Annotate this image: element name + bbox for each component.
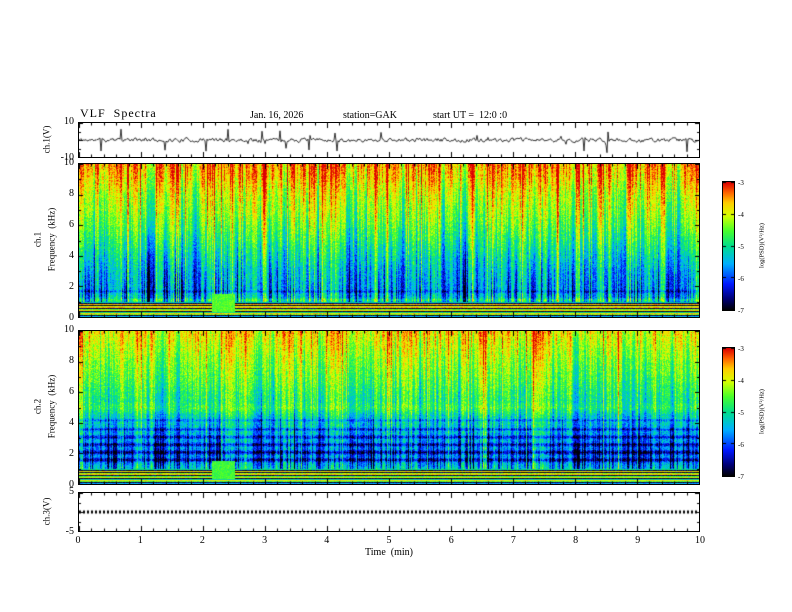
x-tick-label: 5 — [386, 535, 392, 546]
figure-start-ut: start UT = 12:0 :0 — [433, 110, 508, 121]
y-tick-label: 4 — [69, 250, 74, 261]
ch2-spectrogram-panel — [78, 330, 700, 485]
ch2-spectrogram-ylabel: Frequency (kHz) — [46, 374, 57, 439]
y-tick-label: 10 — [64, 116, 74, 127]
y-tick-label: 6 — [69, 219, 74, 230]
y-tick-label: 6 — [69, 386, 74, 397]
y-tick-label: 0 — [69, 312, 74, 323]
y-tick-label: 10 — [64, 324, 74, 335]
x-tick-label: 6 — [448, 535, 454, 546]
ch3-waveform-canvas — [79, 493, 699, 531]
ch2-colorbar-canvas — [723, 348, 734, 476]
colorbar-tick-label: -7 — [738, 307, 744, 315]
x-axis-label: Time (min) — [365, 547, 413, 558]
x-tick-label: 4 — [324, 535, 330, 546]
ch1-spectrogram-canvas — [79, 164, 699, 317]
y-tick-label: 0 — [69, 479, 74, 490]
y-tick-label: 5 — [69, 486, 74, 497]
ch1-spectrogram-ylabel: Frequency (kHz) — [46, 207, 57, 272]
y-tick-label: 2 — [69, 281, 74, 292]
ch2-colorbar-label: log(PSD)(V²/Hz) — [758, 389, 766, 434]
ch1-waveform-canvas — [79, 123, 699, 157]
ch1-spectrogram-channel-label: ch.1 — [32, 231, 43, 248]
x-tick-label: 3 — [262, 535, 268, 546]
y-tick-label: 2 — [69, 448, 74, 459]
colorbar-tick-label: -3 — [738, 179, 744, 187]
colorbar-tick-label: -3 — [738, 345, 744, 353]
ch1-colorbar-label: log(PSD)(V²/Hz) — [758, 223, 766, 268]
x-tick-label: 8 — [573, 535, 579, 546]
x-tick-label: 9 — [635, 535, 641, 546]
figure-station: station=GAK — [343, 110, 397, 121]
figure-title: VLF Spectra — [80, 106, 157, 120]
y-tick-label: -10 — [60, 152, 74, 163]
x-tick-label: 7 — [510, 535, 516, 546]
colorbar-tick-label: -6 — [738, 441, 744, 449]
x-tick-label: 0 — [75, 535, 81, 546]
colorbar-tick-label: -6 — [738, 275, 744, 283]
figure-date: Jan. 16, 2026 — [250, 110, 304, 121]
y-tick-label: 8 — [69, 355, 74, 366]
colorbar-tick-label: -4 — [738, 211, 744, 219]
colorbar-tick-label: -5 — [738, 243, 744, 251]
ch1-spectrogram-panel — [78, 163, 700, 318]
y-tick-label: 8 — [69, 188, 74, 199]
ch2-spectrogram-channel-label: ch.2 — [32, 398, 43, 415]
ch2-spectrogram-canvas — [79, 331, 699, 484]
x-tick-label: 2 — [199, 535, 205, 546]
colorbar-tick-label: -5 — [738, 409, 744, 417]
ch1-waveform-panel — [78, 122, 700, 158]
ch1-colorbar — [722, 181, 735, 311]
y-tick-label: -5 — [65, 526, 74, 537]
y-tick-label: 4 — [69, 417, 74, 428]
ch2-colorbar — [722, 347, 735, 477]
ch3-waveform-panel — [78, 492, 700, 532]
x-tick-label: 10 — [695, 535, 705, 546]
ch1-colorbar-canvas — [723, 182, 734, 310]
colorbar-tick-label: -7 — [738, 473, 744, 481]
colorbar-tick-label: -4 — [738, 377, 744, 385]
y-tick-label: 10 — [64, 157, 74, 168]
x-tick-label: 1 — [137, 535, 143, 546]
